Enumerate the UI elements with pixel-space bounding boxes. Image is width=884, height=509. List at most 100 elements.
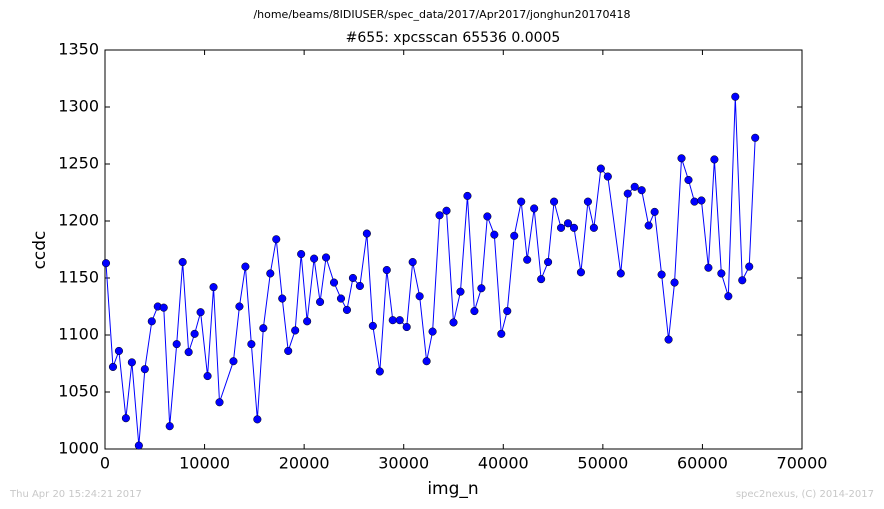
data-point	[362, 229, 371, 238]
data-point	[483, 212, 492, 221]
x-tick-label: 30000	[378, 454, 429, 473]
data-point	[510, 231, 519, 240]
x-tick-label: 40000	[478, 454, 529, 473]
data-point	[428, 327, 437, 336]
data-point	[657, 270, 666, 279]
data-point	[303, 317, 312, 326]
data-point	[375, 367, 384, 376]
data-point	[690, 197, 699, 206]
chart-title: #655: xpcsscan 65536 0.0005	[346, 30, 561, 46]
footer-left: Thu Apr 20 15:24:21 2017	[9, 489, 142, 500]
data-point	[147, 317, 156, 326]
data-point	[348, 273, 357, 283]
data-point	[415, 292, 424, 301]
data-point	[310, 254, 319, 263]
data-point	[724, 292, 733, 301]
data-point	[704, 263, 713, 272]
data-point	[408, 257, 417, 267]
data-point	[477, 284, 486, 293]
y-tick-label: 1250	[58, 154, 99, 173]
data-point	[616, 269, 625, 278]
data-point	[291, 326, 300, 335]
data-point	[272, 235, 281, 244]
data-point	[569, 223, 579, 232]
data-point	[523, 255, 532, 264]
data-point	[517, 197, 526, 206]
y-tick-label: 1350	[58, 40, 99, 59]
data-point	[677, 154, 686, 163]
data-point	[637, 186, 646, 195]
data-point	[664, 335, 673, 344]
x-tick-label: 20000	[279, 454, 330, 473]
data-point	[684, 175, 693, 185]
data-point	[738, 276, 747, 285]
y-tick-label: 1100	[58, 325, 99, 344]
data-point	[697, 196, 706, 205]
data-point	[355, 281, 364, 291]
data-point	[229, 357, 238, 366]
data-point	[127, 358, 136, 367]
y-tick-label: 1050	[58, 382, 99, 401]
data-point	[435, 211, 444, 220]
data-point	[395, 316, 404, 325]
y-tick-label: 1150	[58, 268, 99, 287]
data-point	[329, 278, 339, 287]
data-line	[105, 96, 756, 446]
data-point	[266, 269, 275, 278]
data-point	[490, 230, 499, 239]
data-point	[184, 348, 193, 357]
data-point	[321, 253, 331, 262]
data-point	[178, 257, 187, 267]
data-point	[717, 269, 726, 278]
data-point	[253, 415, 262, 424]
data-point	[209, 283, 218, 292]
data-point	[196, 308, 205, 317]
data-point	[449, 318, 458, 327]
footer-right: spec2nexus, (C) 2014-2017	[736, 489, 874, 500]
data-point	[172, 340, 181, 349]
x-tick-label: 60000	[677, 454, 728, 473]
data-point	[165, 422, 174, 431]
data-point	[630, 182, 639, 191]
data-point	[745, 262, 754, 271]
data-point	[463, 191, 472, 200]
data-point	[121, 414, 130, 423]
x-tick-label: 10000	[179, 454, 230, 473]
y-tick-label: 1300	[58, 97, 99, 116]
data-point	[576, 268, 586, 277]
data-point	[114, 346, 123, 356]
data-point	[497, 329, 506, 338]
data-point	[644, 221, 653, 230]
plot-frame	[104, 49, 803, 450]
data-point	[583, 197, 592, 206]
data-point	[670, 278, 679, 287]
data-point	[556, 223, 566, 232]
suptitle: /home/beams/8IDIUSER/spec_data/2017/Apr2…	[253, 8, 630, 21]
data-point	[382, 265, 391, 275]
x-tick-label: 0	[100, 454, 110, 473]
data-point	[530, 204, 539, 213]
data-point	[544, 257, 553, 267]
data-point	[650, 207, 659, 216]
data-point	[388, 316, 397, 325]
data-point	[235, 302, 244, 311]
data-point	[470, 307, 479, 316]
data-point	[563, 219, 573, 228]
x-axis-label: img_n	[427, 479, 478, 499]
data-point	[336, 294, 346, 303]
x-tick-label: 50000	[577, 454, 628, 473]
data-point	[247, 340, 256, 349]
data-point	[603, 172, 612, 181]
data-point	[259, 324, 268, 333]
data-point	[537, 275, 546, 284]
y-tick-label: 1000	[58, 439, 99, 458]
data-point	[101, 259, 111, 268]
data-point	[342, 305, 352, 314]
data-point	[589, 223, 598, 232]
data-point	[241, 262, 250, 271]
data-point	[134, 441, 143, 450]
y-axis-label: ccdc	[30, 231, 50, 270]
data-point	[316, 297, 325, 306]
